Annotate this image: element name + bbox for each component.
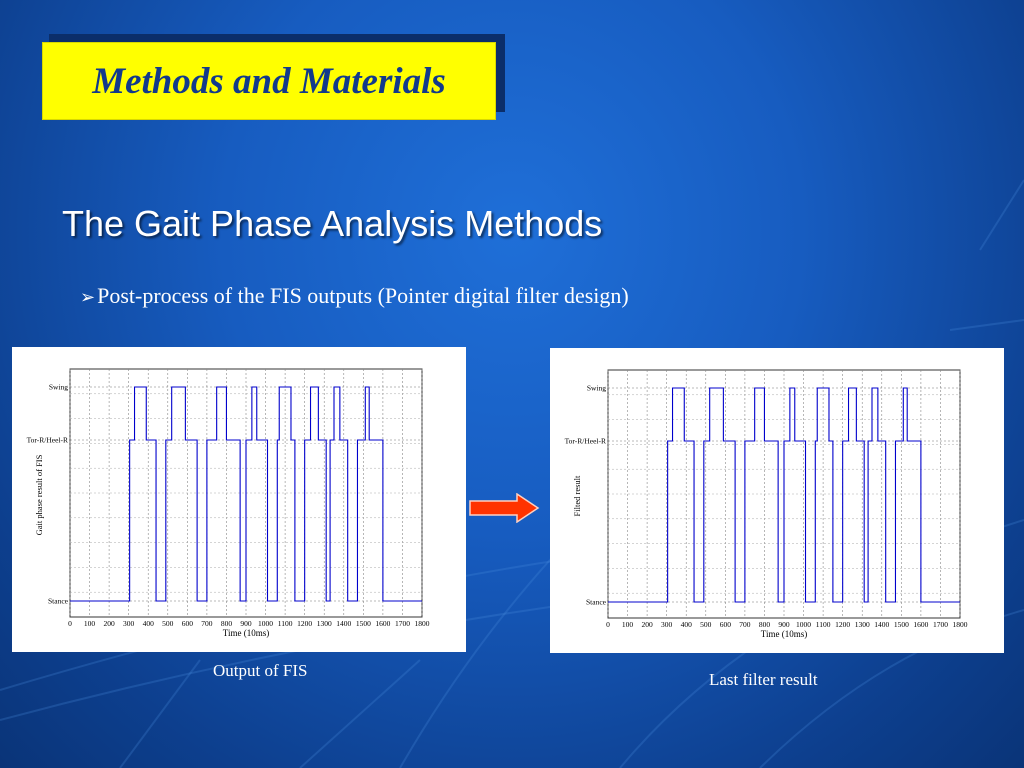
slide-subtitle: The Gait Phase Analysis Methods <box>62 203 603 244</box>
chart-panel-filter-result: 0 100 200 300 400 500 600 700 800 900 1000 1100 1200… <box>550 348 1004 653</box>
x-axis-label: Time (10ms) <box>761 629 807 639</box>
slide-title: Methods and Materials <box>92 60 446 102</box>
signal-line <box>608 387 960 603</box>
bullet-text: Post-process of the FIS outputs (Pointer… <box>97 283 629 308</box>
y-tick-label: Tor-R/Heel-R <box>565 437 606 446</box>
x-tick-label: 800 <box>759 620 771 629</box>
x-tick-label: 500 <box>700 620 712 629</box>
x-tick-label: 0 <box>606 620 610 629</box>
chart-fis-output: 0 100 200 300 400 500 600 700 800 900 1000 1100 1200… <box>27 368 430 638</box>
y-tick-label: Swing <box>49 383 68 392</box>
x-tick-label: 1100 <box>278 619 293 628</box>
x-tick-label: 800 <box>221 619 233 628</box>
x-tick-label: 100 <box>84 619 96 628</box>
x-tick-label: 600 <box>720 620 732 629</box>
x-tick-label: 1700 <box>395 619 410 628</box>
x-tick-label: 1600 <box>913 620 928 629</box>
y-tick-label: Tor-R/Heel-R <box>27 436 68 445</box>
y-tick-label: Stance <box>586 598 607 607</box>
x-tick-label: 400 <box>681 620 693 629</box>
x-axis-label: Time (10ms) <box>223 628 269 638</box>
x-tick-label: 1800 <box>415 619 430 628</box>
x-tick-label: 1000 <box>258 619 273 628</box>
x-tick-label: 0 <box>68 619 72 628</box>
x-tick-label: 1700 <box>933 620 948 629</box>
x-tick-label: 1800 <box>953 620 968 629</box>
x-tick-label: 400 <box>143 619 155 628</box>
y-tick-label: Stance <box>48 597 69 606</box>
x-tick-label: 1200 <box>835 620 850 629</box>
x-tick-label: 700 <box>201 619 213 628</box>
right-arrow-icon <box>469 493 540 523</box>
x-tick-label: 1300 <box>855 620 870 629</box>
x-tick-label: 900 <box>240 619 252 628</box>
x-tick-label: 900 <box>778 620 790 629</box>
x-tick-label: 300 <box>123 619 134 628</box>
bullet-item: ➢Post-process of the FIS outputs (Pointe… <box>80 283 629 309</box>
caption-fis-output: Output of FIS <box>213 661 308 680</box>
x-tick-label: 200 <box>641 620 653 629</box>
y-tick-label: Swing <box>587 384 606 393</box>
x-tick-label: 1200 <box>297 619 312 628</box>
x-tick-label: 1400 <box>336 619 351 628</box>
chart-panel-fis-output: 0 100 200 300 400 500 600 700 800 900 1000 1100 1200… <box>12 347 466 652</box>
x-tick-label: 1500 <box>356 619 371 628</box>
x-tick-label: 500 <box>162 619 174 628</box>
x-tick-label: 1400 <box>874 620 889 629</box>
y-axis-label: Filted result <box>572 475 582 516</box>
x-tick-label: 300 <box>661 620 673 629</box>
bullet-arrow-icon: ➢ <box>80 287 96 307</box>
x-tick-label: 700 <box>739 620 751 629</box>
caption-filter-result: Last filter result <box>709 670 818 689</box>
signal-line <box>70 386 422 602</box>
title-box: Methods and Materials <box>42 42 496 120</box>
x-tick-label: 1000 <box>796 620 811 629</box>
x-tick-label: 200 <box>103 619 115 628</box>
x-tick-label: 1600 <box>375 619 390 628</box>
x-tick-label: 100 <box>622 620 634 629</box>
chart-filter-result: 0 100 200 300 400 500 600 700 800 900 1000 1100 1200… <box>565 369 968 639</box>
x-tick-label: 1300 <box>317 619 332 628</box>
x-tick-label: 1500 <box>894 620 909 629</box>
y-axis-label: Gait phase result of FIS <box>34 454 44 535</box>
x-tick-label: 600 <box>182 619 194 628</box>
x-tick-label: 1100 <box>816 620 831 629</box>
